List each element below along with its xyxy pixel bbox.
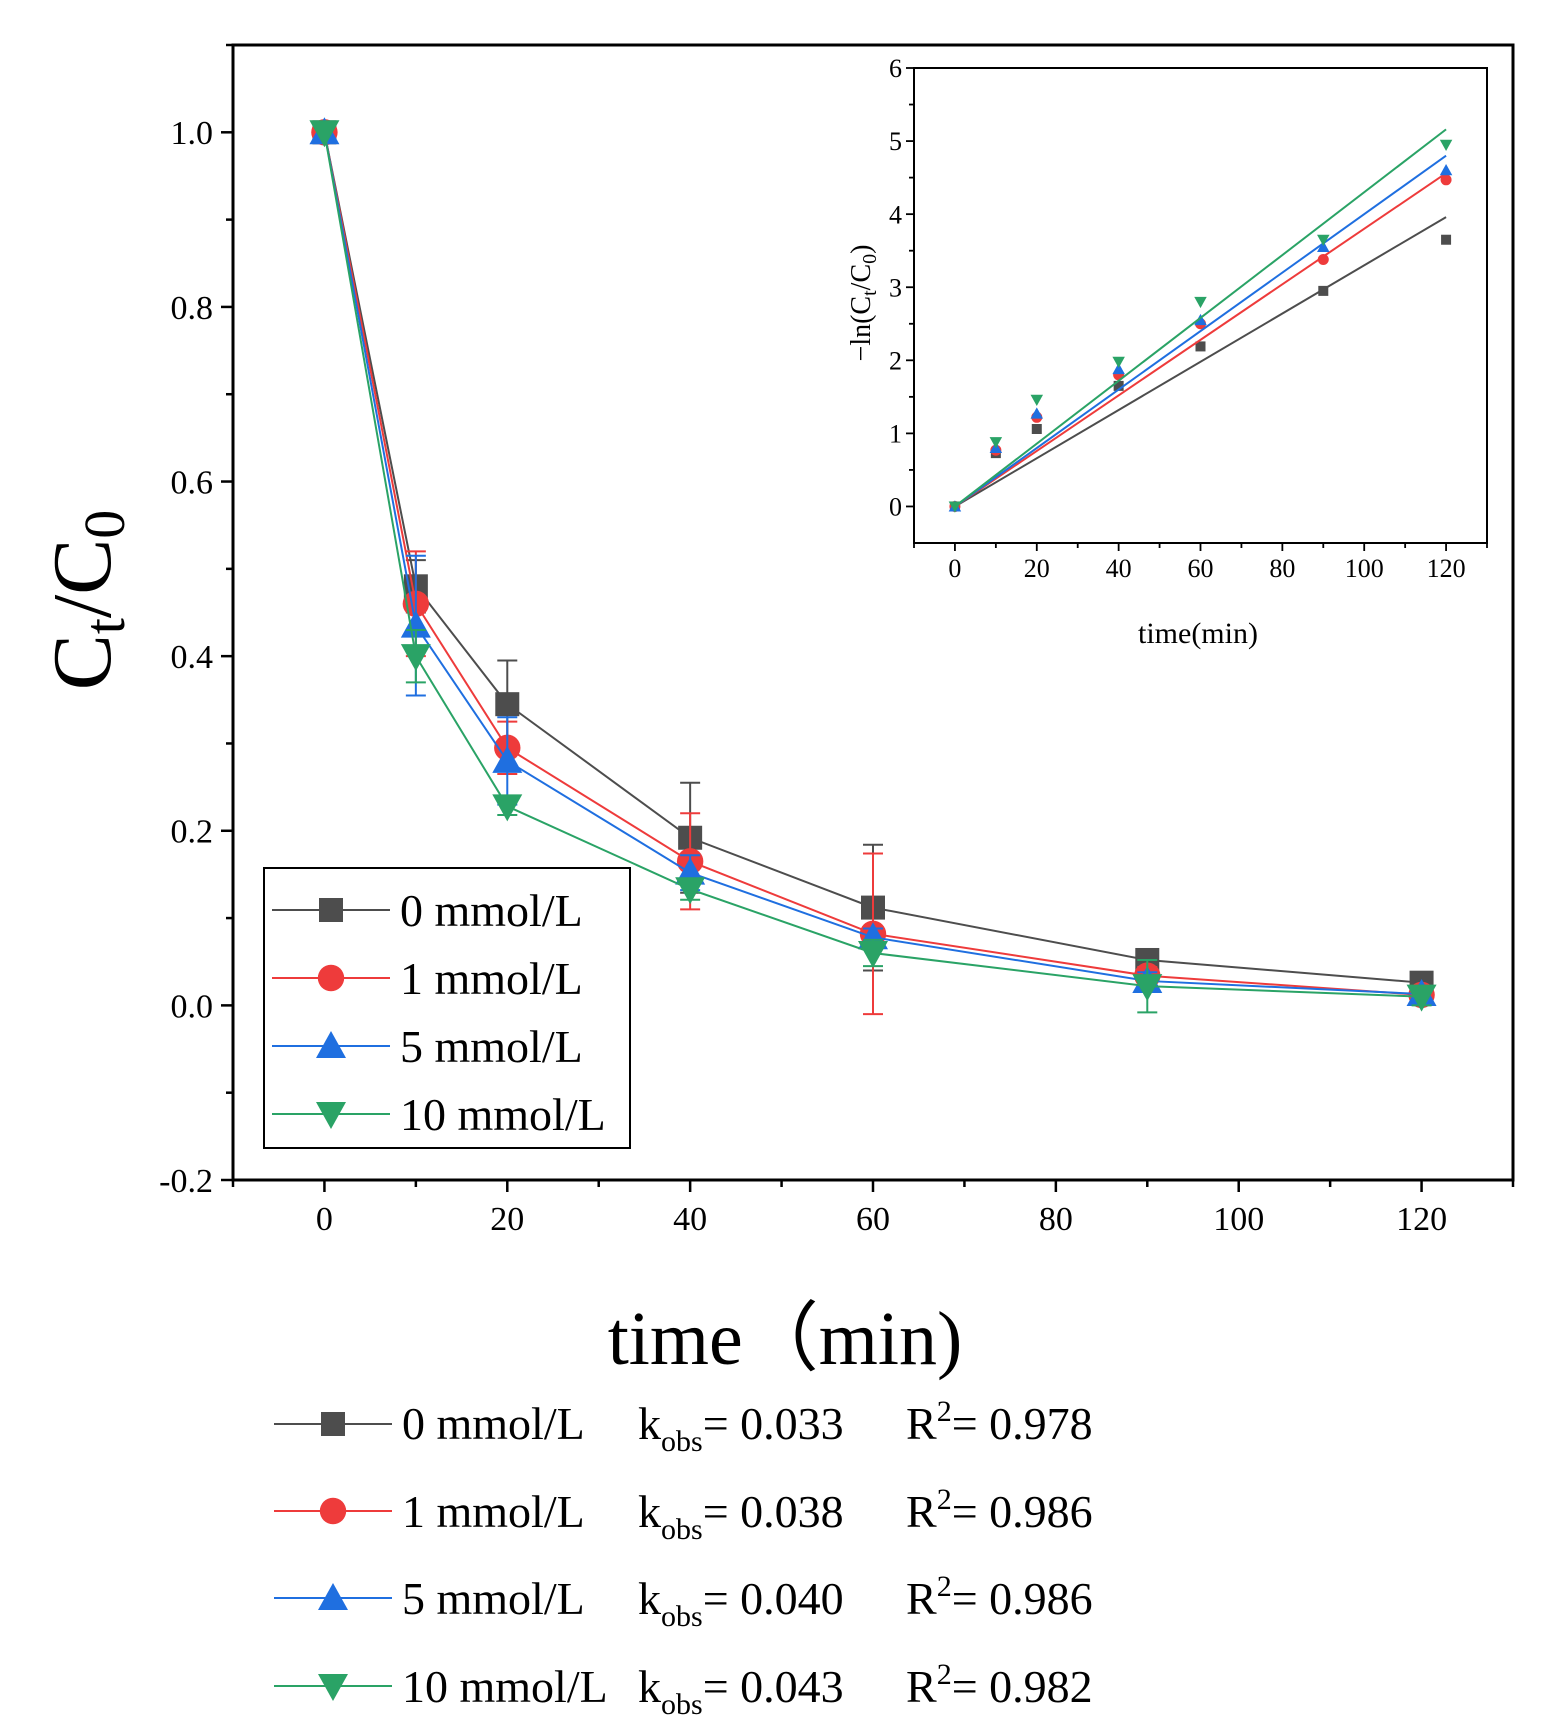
inset-series-2-point (1030, 407, 1044, 419)
inset-y-tick-label: 2 (889, 346, 902, 375)
inset-y-axis-label: −ln(Ct/C0) (846, 245, 881, 362)
main-y-tick-label: 0.4 (171, 639, 214, 676)
fit-r2-2: R2= 0.986 (906, 1570, 1093, 1624)
fit-r2-0: R2= 0.978 (906, 1395, 1093, 1449)
fit-label-0: 0 mmol/L (402, 1398, 585, 1449)
inset-series-3-point (948, 501, 962, 513)
main-series-3-point (1132, 974, 1163, 1002)
main-series-3-point (492, 794, 523, 822)
fit-r2-3: R2= 0.982 (906, 1658, 1093, 1712)
main-x-tick-label: 60 (856, 1201, 890, 1238)
inset-y-tick-label: 6 (889, 54, 902, 83)
fit-legend-marker-3 (318, 1674, 348, 1701)
fit-legend-marker-1 (319, 1497, 347, 1525)
inset-series-2-point (1439, 164, 1453, 176)
inset-series-3-point (1439, 139, 1453, 151)
inset-x-tick-label: 60 (1188, 554, 1214, 583)
main-y-tick-label: 0.0 (171, 988, 214, 1025)
legend-marker-2 (316, 1031, 346, 1058)
fit-legend-swatches (274, 1412, 392, 1701)
main-y-tick-label: 1.0 (171, 115, 214, 152)
fit-k-3: kobs= 0.043 (638, 1661, 844, 1721)
fit-label-3: 10 mmol/L (402, 1661, 608, 1712)
inset-series-1-point (1317, 253, 1329, 265)
inset-series-3-point (1030, 394, 1044, 407)
inset-series-0-point (1318, 285, 1329, 296)
legend-label-2: 5 mmol/L (400, 1021, 583, 1072)
legend-label-3: 10 mmol/L (400, 1089, 606, 1140)
main-x-tick-label: 80 (1039, 1201, 1073, 1238)
main-series-3-point (675, 877, 706, 905)
main-series-2-point (492, 745, 523, 773)
inset-series-0-point (1195, 341, 1206, 352)
legend-marker-3 (316, 1102, 346, 1129)
inset-x-tick-label: 0 (948, 554, 961, 583)
legend-marker-1 (317, 964, 345, 992)
legend-label-0: 0 mmol/L (400, 885, 583, 936)
main-series-3-point (858, 941, 888, 968)
inset-series-0-point (1113, 380, 1124, 391)
inset-series-2-point (1317, 240, 1330, 253)
inset-y-tick-label: 3 (889, 273, 902, 302)
main-y-tick-label: 0.6 (171, 464, 214, 501)
inset-x-axis-label: time(min) (1138, 617, 1258, 650)
inset-series-0-point (1441, 234, 1452, 245)
inset-x-tick-label: 120 (1427, 554, 1466, 583)
legend-label-1: 1 mmol/L (400, 953, 583, 1004)
main-series-3-point (309, 120, 340, 148)
inset-series-0-point (1031, 424, 1042, 434)
inset-series-1-point (1440, 174, 1452, 186)
main-y-tick-label: -0.2 (159, 1163, 213, 1200)
inset-y-tick-label: 0 (889, 493, 902, 522)
fit-r2-1: R2= 0.986 (906, 1483, 1093, 1537)
fit-k-2: kobs= 0.040 (638, 1573, 844, 1633)
main-chart: 0 20 40 60 80 100 120-0.20.00.20.40.60.81.0 (159, 43, 1515, 1238)
inset-series-3-point (989, 437, 1003, 449)
main-y-axis-label: Ct/C0 (36, 510, 137, 691)
fit-legend: 0 mmol/L kobs= 0.033 R2= 0.978 1 mmol/L … (274, 1395, 1093, 1721)
main-x-tick-label: 100 (1213, 1201, 1264, 1238)
inset-series-2-point (1112, 362, 1125, 375)
fit-k-1: kobs= 0.038 (638, 1486, 844, 1546)
inset-series-1-fit-line (954, 172, 1447, 508)
inset-series-3-fit-line (954, 128, 1447, 508)
main-x-tick-label: 120 (1396, 1201, 1447, 1238)
inset-series-0-fit-line (954, 216, 1447, 508)
inset-series-3-point (1194, 296, 1207, 309)
main-legend: 0 mmol/L 1 mmol/L 5 mmol/L 10 mmol/L (263, 867, 631, 1149)
main-x-tick-label: 0 (316, 1201, 333, 1238)
inset-y-tick-label: 5 (889, 127, 902, 156)
inset-series-2-point (1194, 313, 1207, 326)
inset-x-tick-label: 40 (1106, 554, 1132, 583)
inset-y-tick-label: 1 (889, 419, 902, 448)
inset-chart: 0 20 40 60 80 100 120 0 1 2 3 4 5 6 (889, 54, 1488, 583)
inset-y-tick-label: 4 (889, 200, 902, 229)
legend-marker-0 (319, 898, 343, 922)
fit-legend-marker-2 (318, 1583, 348, 1610)
main-series-3-point (400, 644, 431, 672)
main-x-tick-label: 40 (673, 1201, 707, 1238)
fit-label-2: 5 mmol/L (402, 1573, 585, 1624)
main-y-tick-label: 0.8 (171, 290, 214, 327)
inset-series-3-point (1112, 356, 1125, 369)
inset-x-tick-label: 100 (1345, 554, 1384, 583)
inset-series-2-fit-line (954, 154, 1447, 508)
inset-x-tick-label: 20 (1024, 554, 1050, 583)
main-y-tick-label: 0.2 (171, 814, 214, 851)
main-x-tick-label: 20 (490, 1201, 524, 1238)
main-x-axis-label: time（min) (608, 1297, 963, 1381)
fit-label-1: 1 mmol/L (402, 1486, 585, 1537)
fit-legend-marker-0 (321, 1412, 345, 1436)
inset-series-3-point (1317, 234, 1330, 246)
fit-k-0: kobs= 0.033 (638, 1398, 844, 1458)
main-legend-items (272, 898, 390, 1129)
main-series-0-point (495, 692, 520, 717)
inset-x-tick-label: 80 (1269, 554, 1295, 583)
main-series-3-point (1406, 984, 1437, 1012)
